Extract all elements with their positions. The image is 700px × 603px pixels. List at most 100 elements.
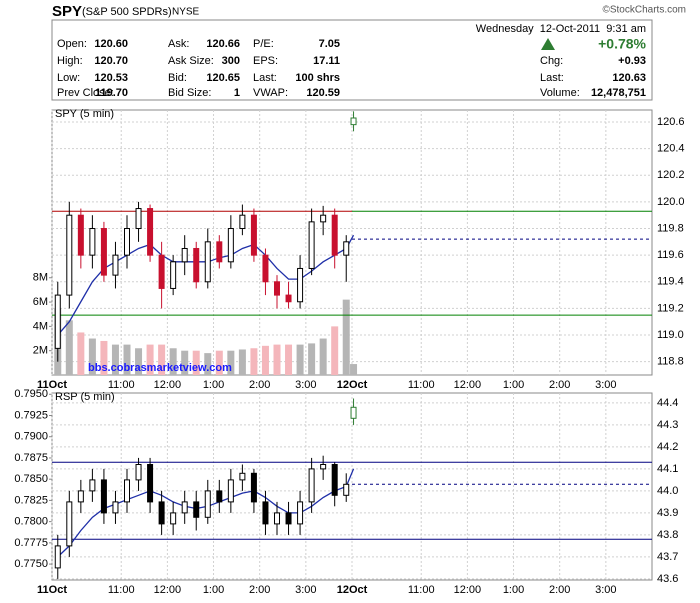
candle-body: [124, 479, 130, 503]
y-tick-label: 2M: [33, 345, 48, 357]
change-pct: +0.78%: [598, 36, 646, 52]
candle-body: [274, 512, 280, 525]
quote-value: 300: [222, 55, 240, 67]
volume-bar: [296, 344, 304, 375]
volume-bar: [319, 338, 327, 375]
quote-label: Prev Close:: [57, 87, 114, 99]
candle-body: [274, 281, 280, 296]
candle-body: [343, 241, 350, 256]
candle-body: [262, 254, 269, 283]
candle-body: [100, 228, 107, 276]
candle-body: [216, 490, 223, 503]
quote-value: 12,478,751: [591, 87, 646, 99]
candle-body: [181, 501, 188, 514]
volume-bar: [308, 343, 316, 375]
quote-label: Ask:: [168, 38, 189, 50]
x-tick-label: 1:00: [503, 584, 524, 596]
quote-value: 120.60: [94, 38, 128, 50]
candle-body: [147, 464, 154, 503]
volume-bar: [261, 345, 269, 375]
volume-bar: [77, 332, 85, 375]
y-tick-label: 0.7875: [14, 452, 48, 464]
y2-tick-label: 119.2: [657, 302, 684, 314]
x-tick-label: 11:00: [408, 379, 435, 391]
y-tick-label: 0.7750: [14, 558, 48, 570]
y-tick-label: 0.7800: [14, 516, 48, 528]
security-name: (S&P 500 SPDRs): [82, 6, 172, 18]
candle-body: [89, 228, 96, 256]
x-tick-label: 12:00: [154, 379, 182, 391]
volume-bar: [285, 344, 293, 375]
y2-tick-label: 119.6: [657, 249, 684, 261]
quote-label: Low:: [57, 72, 80, 84]
candle-body: [227, 479, 234, 503]
y2-tick-label: 43.6: [657, 573, 678, 585]
x-tick-label: 1:00: [203, 379, 224, 391]
panel-label: SPY (5 min): [55, 108, 114, 120]
candle-body: [308, 221, 315, 269]
quote-value: 120.59: [306, 87, 340, 99]
volume-bar: [238, 349, 246, 375]
volume-bar: [181, 350, 189, 375]
candle-body: [124, 228, 130, 256]
x-tick-label: 11Oct: [37, 379, 67, 391]
volume-bar: [215, 350, 223, 375]
candle-body: [350, 117, 357, 126]
quote-label: P/E:: [253, 38, 274, 50]
x-tick-label: 1:00: [503, 379, 524, 391]
candle-body: [135, 208, 142, 230]
candle-body: [331, 464, 338, 496]
y-tick-label: 8M: [33, 272, 48, 284]
y2-tick-label: 44.2: [657, 441, 678, 453]
y2-tick-label: 120.0: [657, 196, 685, 208]
volume-bar: [135, 348, 143, 375]
candle-body: [285, 294, 292, 303]
y-tick-label: 0.7950: [14, 388, 48, 400]
volume-bar: [100, 340, 108, 375]
candle-body: [350, 406, 357, 419]
y2-tick-label: 44.4: [657, 397, 678, 409]
y-tick-label: 4M: [33, 320, 48, 332]
plot-layer: [52, 398, 652, 579]
x-tick-label: 11Oct: [37, 584, 67, 596]
candle-body: [66, 214, 73, 296]
candle-body: [250, 214, 257, 256]
y2-tick-label: 119.8: [657, 222, 684, 234]
candle-body: [250, 472, 257, 503]
quote-label: Open:: [57, 38, 87, 50]
x-tick-label: 12Oct: [337, 379, 368, 391]
y2-tick-label: 43.8: [657, 529, 678, 541]
candle-body: [158, 254, 165, 289]
volume-bar: [342, 299, 350, 375]
quote-label: Bid:: [168, 72, 187, 84]
candle-body: [285, 512, 292, 525]
x-tick-label: 3:00: [595, 584, 616, 596]
quote-value: 120.53: [94, 72, 128, 84]
y2-tick-label: 118.8: [657, 356, 684, 368]
quote-label: High:: [57, 55, 83, 67]
candle-body: [170, 512, 177, 525]
candle-body: [320, 464, 327, 470]
quote-value: 119.70: [95, 87, 128, 99]
candle-body: [239, 214, 246, 230]
candle-body: [308, 468, 315, 503]
volume-bar: [146, 344, 154, 375]
quote-value: 120.65: [206, 72, 240, 84]
quote-label: Bid Size:: [168, 87, 211, 99]
quote-label: Chg:: [540, 55, 563, 67]
candle-body: [297, 267, 304, 303]
candle-body: [77, 214, 84, 256]
candle-body: [331, 214, 338, 256]
candle-body: [262, 501, 269, 525]
candle-body: [54, 294, 61, 349]
quote-value: 7.05: [319, 38, 340, 50]
y2-tick-label: 44.3: [657, 419, 678, 431]
y2-tick-label: 43.7: [657, 551, 678, 563]
quote-label: Volume:: [540, 87, 580, 99]
y2-tick-label: 119.4: [657, 276, 684, 288]
x-tick-label: 1:00: [203, 584, 224, 596]
y-tick-label: 0.7900: [14, 431, 48, 443]
quote-label: Ask Size:: [168, 55, 214, 67]
y-tick-label: 0.7825: [14, 494, 48, 506]
